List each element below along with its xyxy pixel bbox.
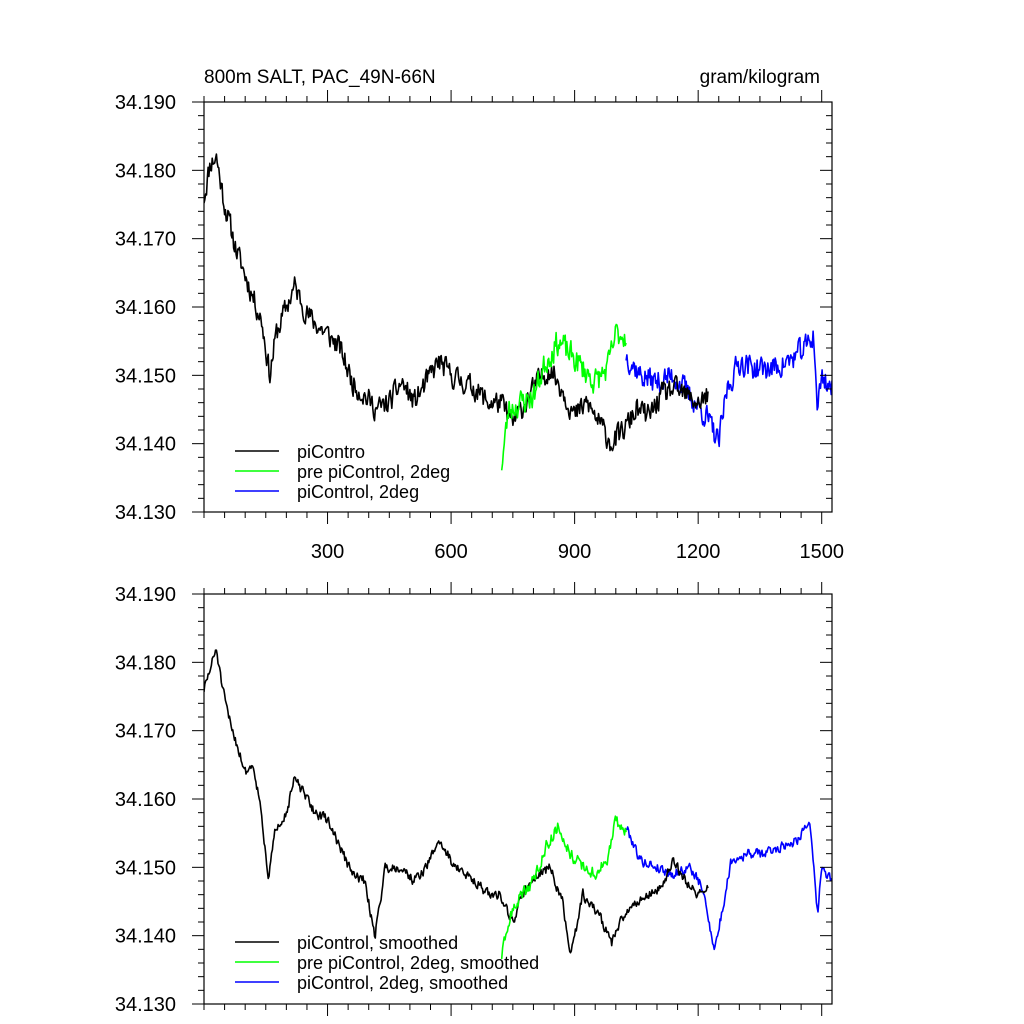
series-line-pi_2deg (625, 330, 832, 448)
y-tick-label: 34.160 (115, 297, 176, 319)
y-tick-label: 34.170 (115, 229, 176, 251)
x-tick-label: 900 (558, 541, 591, 563)
x-tick-label: 1200 (676, 541, 721, 563)
y-tick-label: 34.190 (115, 584, 176, 606)
bottom-plot-area (204, 649, 832, 959)
top-chart-units: gram/kilogram (700, 67, 820, 88)
legend-label-picontrol-smoothed: piControl, smoothed (297, 933, 458, 953)
bottom-axes: 34.130 34.140 34.150 34.160 34.170 34.180 34.1… (115, 582, 833, 1016)
legend-label-picontrol: piContro (297, 442, 365, 462)
x-tick-label: 600 (434, 541, 467, 563)
top-panel: 800m SALT, PAC_49N-66N gram/kilogram 34.… (115, 67, 844, 563)
y-tick-label: 34.170 (115, 721, 176, 743)
top-axes: 34.130 34.140 34.150 34.160 34.170 34.180 34.1… (115, 90, 844, 563)
legend-label-pi-2deg-smoothed: piControl, 2deg, smoothed (297, 973, 508, 993)
y-tick-label: 34.140 (115, 434, 176, 456)
x-tick-label: 300 (311, 541, 344, 563)
series-line-pi_2deg (625, 821, 832, 951)
legend-label-pre-2deg: pre piControl, 2deg (297, 462, 450, 482)
x-tick-label: 1500 (799, 541, 844, 563)
y-tick-label: 34.130 (115, 994, 176, 1016)
y-tick-label: 34.150 (115, 365, 176, 387)
series-line-pre_2deg (500, 323, 627, 471)
series-line-piControl (204, 649, 709, 954)
y-tick-label: 34.180 (115, 160, 176, 182)
y-tick-label: 34.150 (115, 857, 176, 879)
y-tick-label: 34.160 (115, 789, 176, 811)
y-tick-label: 34.140 (115, 926, 176, 948)
series-line-piControl (204, 153, 709, 452)
top-plot-area (204, 153, 832, 471)
bottom-legend: piControl, smoothed pre piControl, 2deg,… (235, 933, 539, 993)
y-tick-label: 34.180 (115, 652, 176, 674)
series-line-pre_2deg (500, 815, 627, 959)
legend-label-pi-2deg: piControl, 2deg (297, 482, 419, 502)
legend-label-pre-2deg-smoothed: pre piControl, 2deg, smoothed (297, 953, 539, 973)
bottom-panel: 34.130 34.140 34.150 34.160 34.170 34.180 34.1… (115, 582, 833, 1016)
y-tick-label: 34.190 (115, 92, 176, 114)
y-tick-label: 34.130 (115, 502, 176, 524)
top-legend: piContro pre piControl, 2deg piControl, … (235, 442, 450, 502)
top-chart-title: 800m SALT, PAC_49N-66N (204, 67, 436, 88)
